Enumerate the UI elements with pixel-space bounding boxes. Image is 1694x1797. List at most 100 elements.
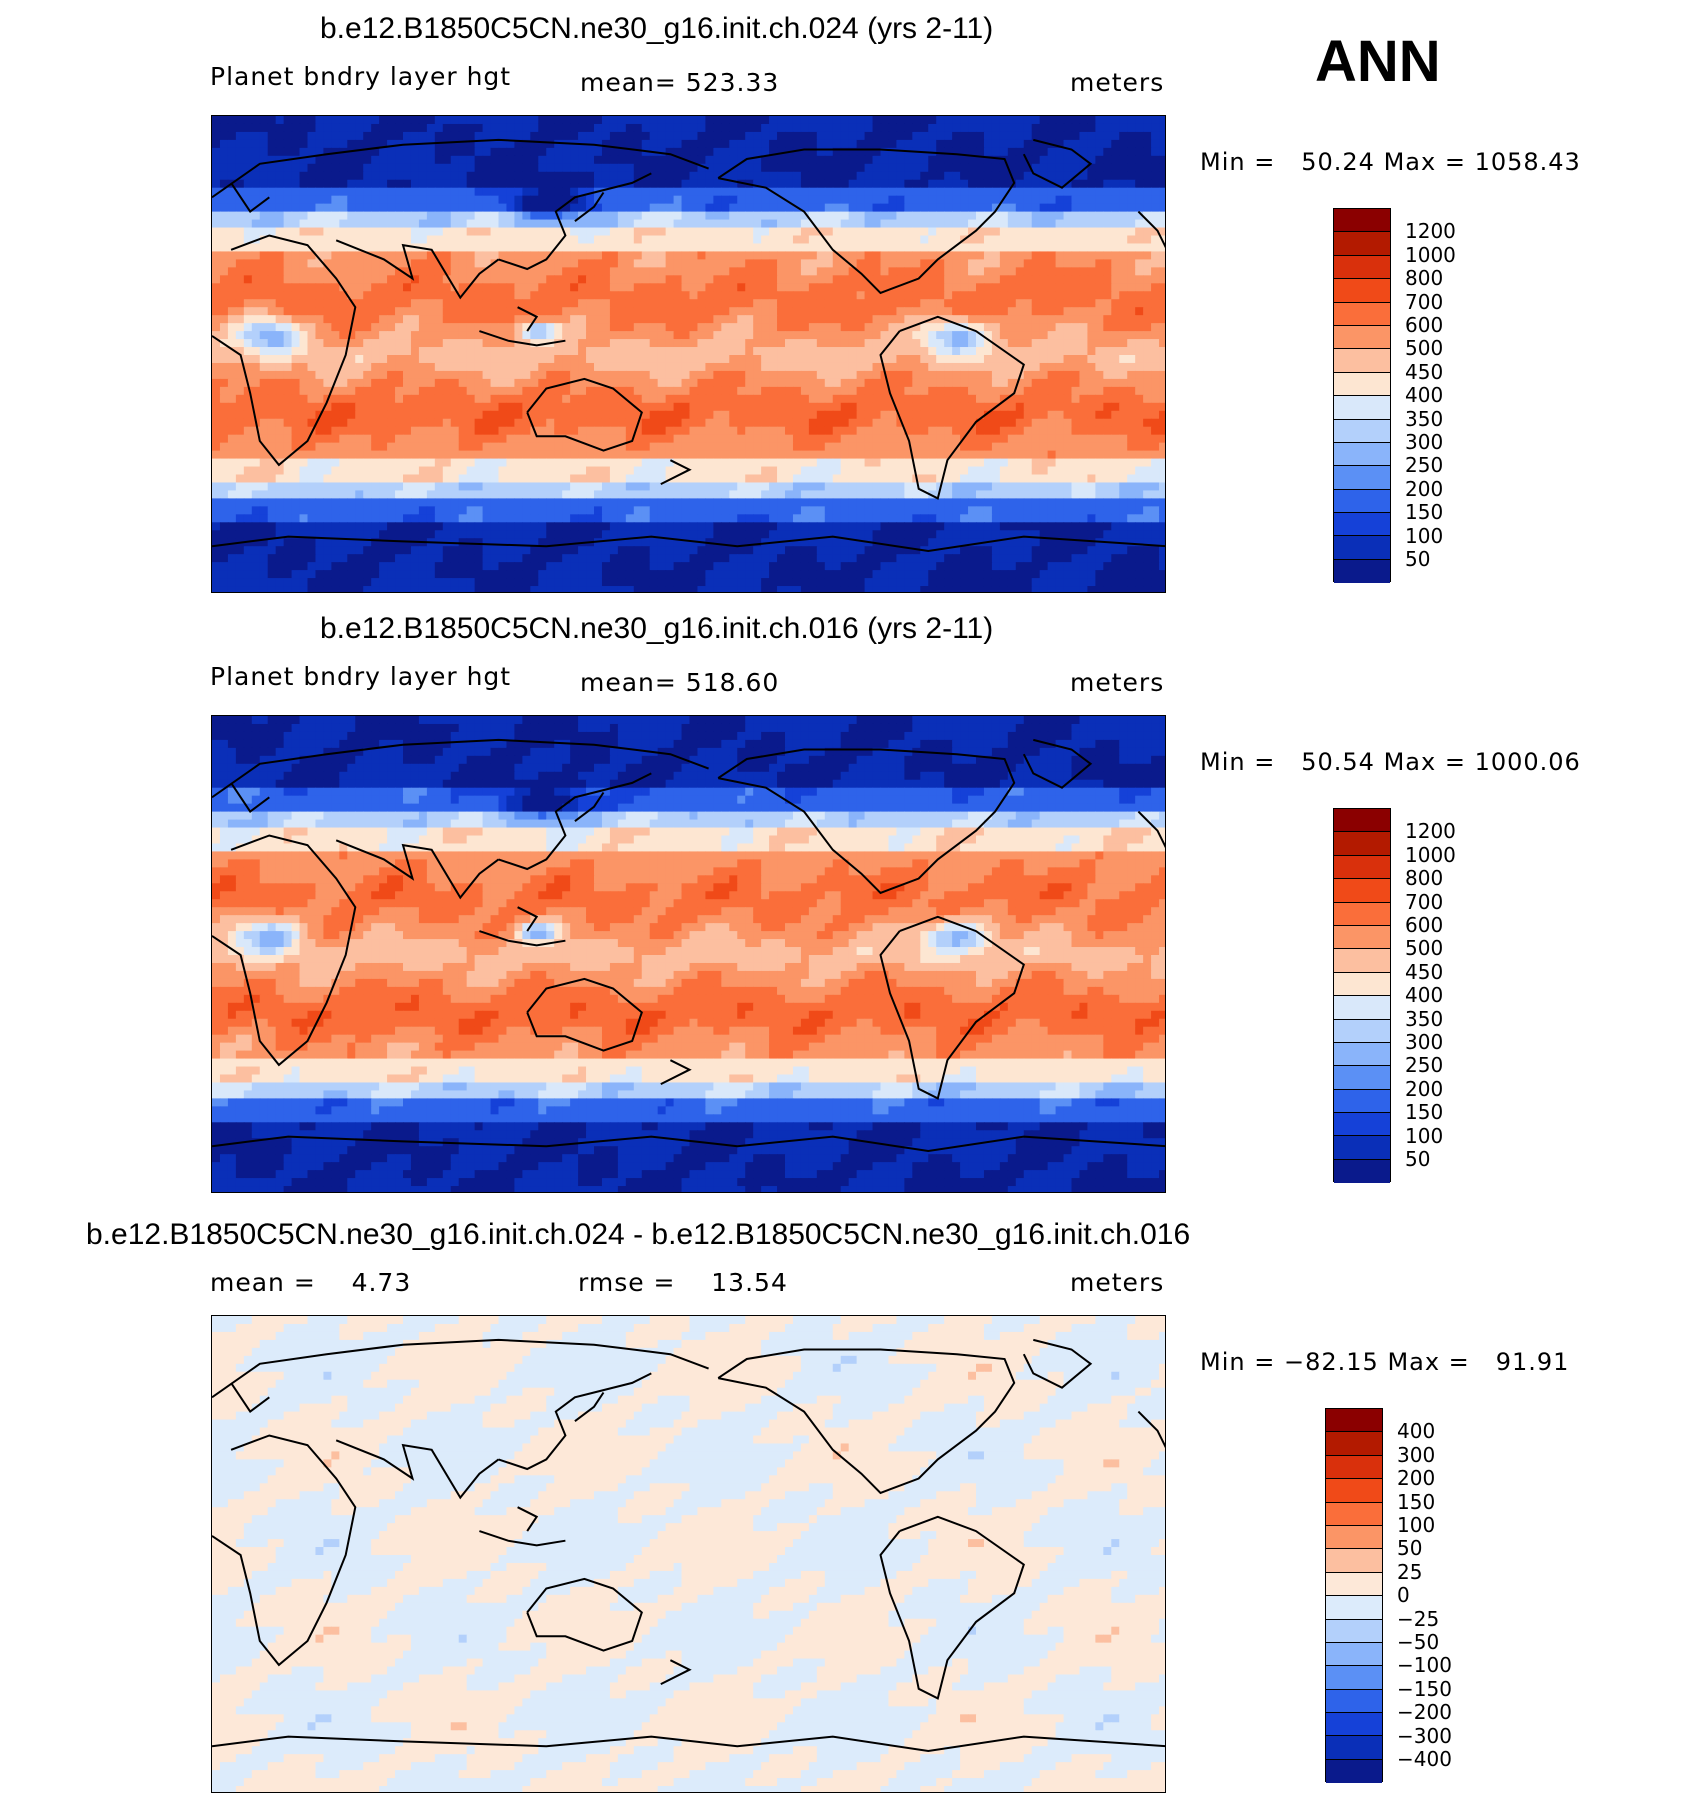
colorbar-swatch [1334,536,1390,560]
colorbar-tick-label: 1200 [1405,219,1456,243]
coastline [526,1577,643,1652]
colorbar-tick-label: 300 [1405,430,1443,454]
colorbar-swatch [1334,209,1390,233]
coastline [230,1382,270,1414]
coastline [212,234,357,467]
panel-1-map [211,115,1166,593]
panel-3-map-svg [212,1316,1165,1792]
panel-1-mean: mean= 523.33 [580,68,779,97]
coastline [1022,1338,1093,1389]
colorbar-swatch [1326,1642,1382,1667]
panel-3-mean: mean = 4.73 [210,1268,411,1297]
colorbar-tick-label: −25 [1397,1607,1439,1631]
coastline [498,172,652,271]
colorbar-swatch [1326,1713,1382,1737]
coastline [526,977,643,1052]
panel-2-units: meters [1070,668,1164,697]
coastline [517,306,539,332]
colorbar-tick-label: −50 [1397,1630,1439,1654]
colorbar-swatch [1334,255,1390,280]
colorbar-tick-label: 450 [1405,360,1443,384]
coastline [212,1434,357,1667]
panel-3-max-value: 91.91 [1496,1348,1570,1376]
panel-1-min-value: 50.24 [1301,148,1375,176]
colorbar-tick-label: 400 [1405,383,1443,407]
panel-2-mean: mean= 518.60 [580,668,779,697]
colorbar-tick-label: 150 [1405,1100,1443,1124]
colorbar-swatch [1326,1736,1382,1760]
colorbar-swatch [1326,1479,1382,1503]
colorbar-swatch [1334,1089,1390,1114]
panel-3-rmse: rmse = 13.54 [578,1268,788,1297]
panel-1-map-svg [212,116,1165,592]
colorbar-swatch [1334,1019,1390,1043]
colorbar-tick-label: 250 [1405,453,1443,477]
colorbar-swatch [1334,396,1390,420]
colorbar-swatches [1333,208,1391,584]
panel-1-max-label: Max = [1384,148,1466,176]
coastline [1137,210,1165,249]
colorbar-swatch [1326,1432,1382,1456]
field-cells [212,716,1165,1192]
panel-3-title: b.e12.B1850C5CN.ne30_g16.init.ch.024 - b… [86,1218,1190,1252]
colorbar-tick-label: 0 [1397,1583,1410,1607]
coastline [335,839,500,900]
coastline [335,239,500,300]
panel-1-minmax: Min = 50.24 Max = 1058.43 [1200,148,1581,176]
colorbar-swatch [1334,325,1390,350]
colorbar-swatch [1334,349,1390,373]
coastline [212,138,709,199]
field-cells [212,116,1165,592]
colorbar-tick-label: 50 [1405,1147,1430,1171]
colorbar-tick-label: 100 [1397,1513,1435,1537]
colorbar-tick-label: 500 [1405,936,1443,960]
colorbar-swatch [1334,489,1390,514]
colorbar-swatch [1334,996,1390,1020]
colorbar-tick-label: 200 [1405,477,1443,501]
colorbar-swatch [1334,1159,1390,1184]
coastline [498,1372,652,1471]
colorbar-swatch [1334,855,1390,880]
panel-2-map [211,715,1166,1193]
panel-1-title: b.e12.B1850C5CN.ne30_g16.init.ch.024 (yr… [320,12,993,46]
coastline [660,459,692,485]
colorbar-swatch [1334,832,1390,856]
panel-2-min-label: Min = [1200,748,1275,776]
colorbar-tick-label: 450 [1405,960,1443,984]
coastline [574,791,605,822]
colorbar-tick-label: −150 [1397,1677,1452,1701]
colorbar-tick-label: −300 [1397,1724,1452,1748]
panel-2-max-value: 1000.06 [1475,748,1581,776]
coastline [717,748,1016,895]
panel-2-variable-label: Planet bndry layer hgt [210,662,511,691]
panel-1-variable-label: Planet bndry layer hgt [210,62,511,91]
coastline [660,1659,692,1685]
coastline [212,834,357,1067]
colorbar-swatch [1326,1619,1382,1643]
panel-2-minmax: Min = 50.54 Max = 1000.06 [1200,748,1581,776]
colorbar-swatch [1334,879,1390,903]
coastline [1137,810,1165,849]
field-cells [212,1316,1165,1792]
coastline [517,1506,539,1532]
colorbar-tick-label: 300 [1397,1443,1435,1467]
colorbar-swatch [1334,949,1390,973]
coastline [879,915,1025,1100]
colorbar-tick-label: 1000 [1405,843,1456,867]
colorbar-swatch [1326,1689,1382,1714]
colorbar-swatch [1334,279,1390,303]
colorbar-swatch [1326,1549,1382,1573]
coastline [526,377,643,452]
colorbar-swatch [1326,1525,1382,1550]
colorbar-tick-label: 600 [1405,913,1443,937]
colorbar-tick-label: 300 [1405,1030,1443,1054]
colorbar-swatch [1334,419,1390,443]
colorbar-swatches [1333,808,1391,1184]
colorbar-swatch [1334,513,1390,537]
coastline [574,191,605,222]
panel-1-min-label: Min = [1200,148,1275,176]
colorbar-tick-label: −100 [1397,1653,1452,1677]
colorbar-tick-label: 50 [1405,547,1430,571]
panel-2-max-label: Max = [1384,748,1466,776]
panel-3-minmax: Min = −82.15 Max = 91.91 [1200,1348,1569,1376]
